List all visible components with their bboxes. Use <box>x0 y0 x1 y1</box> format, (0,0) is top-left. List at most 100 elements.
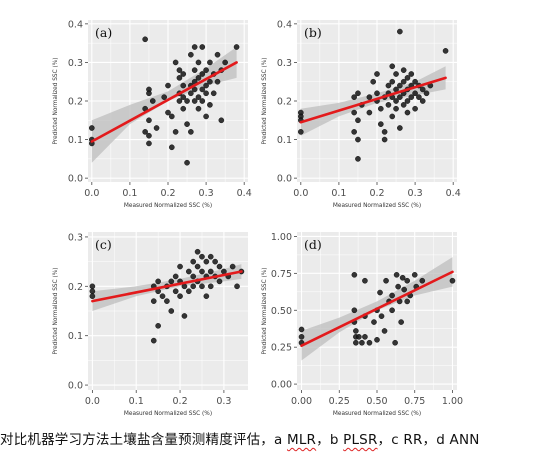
data-point <box>419 86 426 93</box>
y-tick-label: 0.2 <box>277 97 292 108</box>
x-tick-label: 0.50 <box>366 396 387 407</box>
x-tick-label: 0.0 <box>293 188 308 199</box>
data-point <box>146 117 152 124</box>
data-point <box>199 86 206 93</box>
data-point <box>180 105 187 112</box>
regression-line <box>91 270 243 303</box>
data-point <box>366 94 373 100</box>
y-tick-label: 0.0 <box>68 174 83 185</box>
data-point <box>207 102 213 108</box>
data-point <box>199 253 205 260</box>
data-point <box>150 337 157 344</box>
data-point <box>153 125 160 131</box>
data-point <box>298 334 305 340</box>
data-point <box>214 78 221 85</box>
data-point <box>159 293 166 299</box>
panel-label: (c) <box>95 237 112 252</box>
y-axis-label: Predicted Normalized SSC (%) <box>53 267 59 354</box>
regression-line <box>90 61 238 143</box>
y-tick-label: 0.2 <box>68 97 83 108</box>
caption-model-b: PLSR <box>343 432 378 448</box>
panel-a: 0.0 0.1 0.2 0.3 0.4 0.0 0.1 0.2 0.3 0.4 (a) Measure… <box>53 19 252 209</box>
data-point <box>218 117 225 124</box>
data-point <box>155 323 161 329</box>
data-point <box>229 263 236 270</box>
y-tick-label: 0.00 <box>271 380 292 391</box>
data-point <box>378 313 385 319</box>
data-point <box>353 339 359 346</box>
y-axis-label: Predicted Normalized SSC (%) <box>262 267 268 354</box>
y-tick-label: 0.1 <box>277 135 292 146</box>
y-tick-label: 0.3 <box>68 232 83 243</box>
data-point <box>408 71 415 77</box>
x-axis-label: Measured Normalized SSC (%) <box>333 203 421 209</box>
y-axis-label: Predicted Normalized SSC (%) <box>53 57 59 144</box>
data-point <box>389 113 396 120</box>
data-point <box>234 283 240 290</box>
panel-c: 0.0 0.1 0.2 0.3 0.0 0.1 0.2 0.3 (c) Measured Norm… <box>53 232 248 417</box>
data-point <box>233 44 240 50</box>
data-point <box>203 113 209 120</box>
data-point <box>146 140 152 147</box>
data-point <box>401 286 407 293</box>
data-point <box>419 98 426 104</box>
data-point <box>355 90 361 97</box>
data-point <box>374 90 380 97</box>
data-point <box>188 129 194 135</box>
figure-caption: 对比机器学习方法土壤盐含量预测精度评估，a MLR，b PLSR，c RR，d … <box>0 428 557 448</box>
x-tick-label: 0.1 <box>129 396 144 407</box>
data-point <box>412 78 418 85</box>
data-point <box>194 263 201 270</box>
data-point <box>195 75 202 81</box>
data-point <box>222 59 228 66</box>
data-point <box>142 129 148 135</box>
regression-line <box>300 270 454 348</box>
data-point <box>195 59 202 66</box>
data-point <box>188 51 194 58</box>
data-point <box>203 90 209 97</box>
data-point <box>180 71 187 77</box>
data-point <box>298 326 305 333</box>
data-point <box>199 98 206 104</box>
data-point <box>168 278 175 285</box>
data-point <box>404 109 411 116</box>
x-tick-label: 0.0 <box>85 396 100 407</box>
y-tick-label: 0.75 <box>271 269 292 280</box>
panel-d: 0.00 0.25 0.50 0.75 1.00 0.00 0.25 0.50 0.75 1.00… <box>262 232 463 417</box>
data-point <box>362 334 368 340</box>
data-point <box>199 71 206 77</box>
data-point <box>416 94 422 100</box>
data-point <box>212 258 218 265</box>
data-point <box>412 90 418 97</box>
data-point <box>203 258 210 265</box>
y-tick-label: 0.1 <box>68 135 83 146</box>
data-point <box>404 298 410 305</box>
data-point <box>371 319 377 325</box>
x-tick-label: 0.3 <box>216 396 231 407</box>
data-point <box>351 272 358 278</box>
y-tick-label: 0.25 <box>271 343 292 354</box>
data-point <box>397 94 403 100</box>
data-point <box>203 67 209 73</box>
data-point <box>89 293 96 299</box>
data-point <box>419 277 426 284</box>
data-point <box>89 283 96 290</box>
data-point <box>353 328 359 334</box>
caption-model-c: RR <box>403 432 423 448</box>
data-point <box>389 307 395 314</box>
caption-sep-1: ， <box>316 432 330 448</box>
data-point <box>199 283 205 290</box>
data-point <box>351 129 357 135</box>
data-point <box>351 109 357 116</box>
x-tick-label: 0.3 <box>199 188 214 199</box>
data-point <box>155 278 161 285</box>
data-point <box>188 90 194 97</box>
panel-label: (b) <box>304 25 322 40</box>
data-point <box>169 144 175 151</box>
data-point <box>146 90 152 97</box>
data-point <box>177 293 183 299</box>
data-point <box>210 90 217 97</box>
data-point <box>442 48 449 54</box>
data-point <box>362 277 368 284</box>
data-point <box>381 136 388 143</box>
